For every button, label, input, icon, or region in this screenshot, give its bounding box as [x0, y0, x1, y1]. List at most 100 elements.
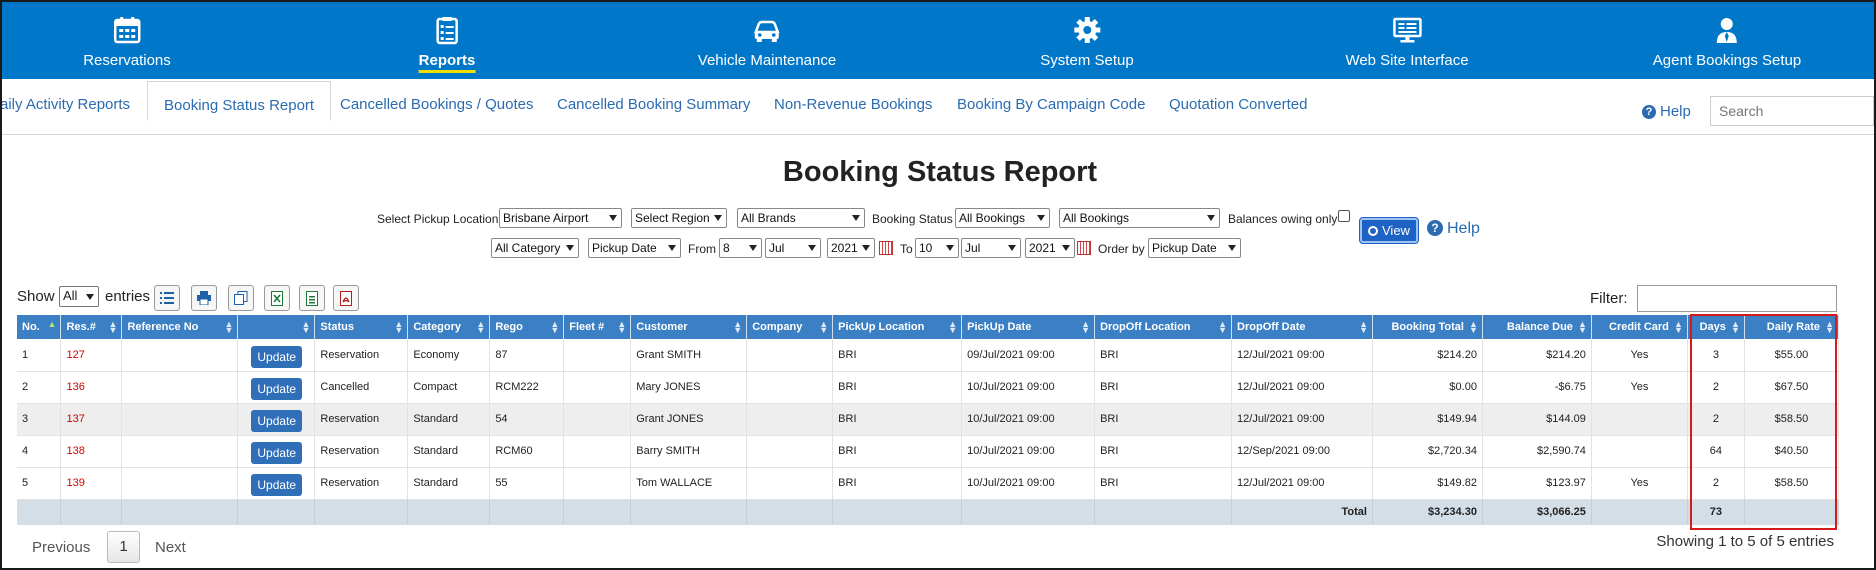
col-category[interactable]: Category ▲ ▼ — [407, 315, 491, 339]
previous-page-button[interactable]: Previous — [32, 539, 91, 556]
to-day-select[interactable]: 10 — [915, 238, 959, 258]
nav-agent-bookings-setup[interactable]: Agent Bookings Setup — [1653, 2, 1801, 79]
cell-fleet — [563, 339, 632, 372]
pickup-location-value: Brisbane Airport — [503, 211, 589, 225]
filter-input[interactable] — [1637, 285, 1837, 312]
balances-owing-checkbox[interactable] — [1338, 210, 1350, 222]
from-day-select[interactable]: 8 — [719, 238, 762, 258]
copy-button[interactable] — [228, 285, 254, 311]
tab-booking-status-report[interactable]: Booking Status Report — [147, 81, 332, 121]
total-booking: $3,234.30 — [1372, 499, 1483, 525]
res-link[interactable]: 136 — [60, 371, 123, 404]
res-link[interactable]: 139 — [60, 467, 123, 500]
tab-booking-by-campaign-code[interactable]: Booking By Campaign Code — [957, 96, 1146, 113]
csv-export-button[interactable] — [299, 285, 325, 311]
col-balance-due[interactable]: Balance Due ▲ ▼ — [1482, 315, 1592, 339]
res-link[interactable]: 127 — [60, 339, 123, 372]
res-link[interactable]: 137 — [60, 403, 123, 436]
cell-no: 1 — [17, 339, 62, 372]
col-company[interactable]: Company ▲ ▼ — [746, 315, 834, 339]
pdf-export-button[interactable] — [333, 285, 359, 311]
tab-quotation-converted[interactable]: Quotation Converted — [1169, 96, 1308, 113]
cell-company — [746, 435, 834, 468]
update-button[interactable]: Update — [251, 345, 303, 368]
bookings-type-select[interactable]: All Bookings — [1059, 208, 1220, 228]
from-calendar-icon[interactable] — [879, 241, 893, 255]
cell-company — [746, 467, 834, 500]
column-list-button[interactable] — [154, 285, 180, 311]
cell-balance-due: $2,590.74 — [1482, 435, 1592, 468]
page-title: Booking Status Report — [782, 156, 1098, 188]
res-link[interactable]: 138 — [60, 435, 123, 468]
table-row: 5 139 Update Reservation Standard 55 Tom… — [17, 467, 1840, 500]
nav-reports[interactable]: Reports — [418, 2, 476, 79]
col-dropoff-location[interactable]: DropOff Location ▲ ▼ — [1094, 315, 1233, 339]
search-input[interactable] — [1710, 96, 1874, 126]
col-status[interactable]: Status ▲ ▼ — [314, 315, 409, 339]
nav-reservations[interactable]: Reservations — [83, 2, 171, 79]
tab-cancelled-booking-summary[interactable]: Cancelled Booking Summary — [557, 96, 751, 113]
next-page-button[interactable]: Next — [155, 539, 186, 556]
to-month-select[interactable]: Jul — [961, 238, 1021, 258]
category-select[interactable]: All Category — [491, 238, 579, 258]
to-year-select[interactable]: 2021 — [1025, 238, 1075, 258]
cell-category: Standard — [407, 467, 491, 500]
update-button[interactable]: Update — [251, 378, 303, 400]
nav-web-site-interface[interactable]: Web Site Interface — [1345, 2, 1469, 79]
page-1-button[interactable]: 1 — [107, 531, 140, 563]
report-tabs: aily Activity Reports Booking Status Rep… — [0, 79, 1874, 135]
print-button[interactable] — [191, 285, 217, 311]
cell-customer: Tom WALLACE — [630, 467, 748, 500]
nav-vehicle-maintenance[interactable]: Vehicle Maintenance — [698, 2, 836, 79]
cell-booking-total: $214.20 — [1372, 339, 1483, 372]
cell-credit-card — [1591, 403, 1688, 436]
cell-days: 64 — [1687, 435, 1745, 468]
col-credit-card[interactable]: Credit Card ▲ ▼ — [1591, 315, 1688, 339]
date-type-select[interactable]: Pickup Date — [588, 238, 681, 258]
region-select[interactable]: Select Region — [631, 208, 727, 228]
cell-credit-card: Yes — [1591, 371, 1688, 404]
cell-dropoff-location: BRI — [1094, 435, 1233, 468]
view-label: View — [1382, 223, 1410, 238]
nav-system-setup[interactable]: System Setup — [1040, 2, 1134, 79]
from-year-select[interactable]: 2021 — [827, 238, 875, 258]
col-pickup-date[interactable]: PickUp Date ▲ ▼ — [961, 315, 1096, 339]
tab-non-revenue-bookings[interactable]: Non-Revenue Bookings — [774, 96, 933, 113]
help-link[interactable]: ? Help — [1642, 103, 1691, 120]
col-reference-no[interactable]: Reference No ▲ ▼ — [121, 315, 239, 339]
report-help-link[interactable]: ? Help — [1427, 220, 1480, 238]
col-days[interactable]: Days ▲ ▼ — [1687, 315, 1745, 339]
cell-pickup-date: 10/Jul/2021 09:00 — [961, 371, 1096, 404]
show-entries-select[interactable]: All — [59, 286, 99, 307]
col-rego[interactable]: Rego ▲ ▼ — [489, 315, 565, 339]
to-calendar-icon[interactable] — [1077, 241, 1091, 255]
excel-export-button[interactable] — [264, 285, 290, 311]
col-pickup-location[interactable]: PickUp Location ▲ ▼ — [832, 315, 963, 339]
col-fleet-no[interactable]: Fleet # ▲ ▼ — [563, 315, 632, 339]
booking-status-select[interactable]: All Bookings — [955, 208, 1050, 228]
update-button[interactable]: Update — [251, 410, 303, 432]
col-no[interactable]: No. ▲ — [17, 315, 62, 339]
col-customer[interactable]: Customer ▲ ▼ — [630, 315, 748, 339]
order-by-select[interactable]: Pickup Date — [1148, 238, 1241, 258]
cell-update: Update — [237, 467, 316, 500]
cell-update: Update — [237, 403, 316, 436]
cell-rego: 54 — [489, 403, 565, 436]
pickup-location-select[interactable]: Brisbane Airport — [499, 208, 622, 228]
order-by-label: Order by — [1098, 242, 1145, 256]
col-daily-rate[interactable]: Daily Rate ▲ ▼ — [1744, 315, 1840, 339]
col-dropoff-date[interactable]: DropOff Date ▲ ▼ — [1231, 315, 1373, 339]
brands-select[interactable]: All Brands — [737, 208, 865, 228]
cell-pickup-location: BRI — [832, 339, 963, 372]
booking-status-value: All Bookings — [959, 211, 1026, 225]
tab-cancelled-bookings-quotes[interactable]: Cancelled Bookings / Quotes — [340, 96, 534, 113]
view-button[interactable]: View — [1360, 218, 1418, 243]
update-button[interactable]: Update — [251, 474, 303, 496]
update-button[interactable]: Update — [251, 442, 303, 464]
booking-status-label: Booking Status — [872, 212, 953, 226]
from-month-select[interactable]: Jul — [765, 238, 821, 258]
cell-category: Economy — [407, 339, 491, 372]
col-booking-total[interactable]: Booking Total ▲ ▼ — [1372, 315, 1483, 339]
tab-daily-activity-reports[interactable]: aily Activity Reports — [0, 96, 131, 113]
col-res-no[interactable]: Res.# ▲ ▼ — [60, 315, 123, 339]
